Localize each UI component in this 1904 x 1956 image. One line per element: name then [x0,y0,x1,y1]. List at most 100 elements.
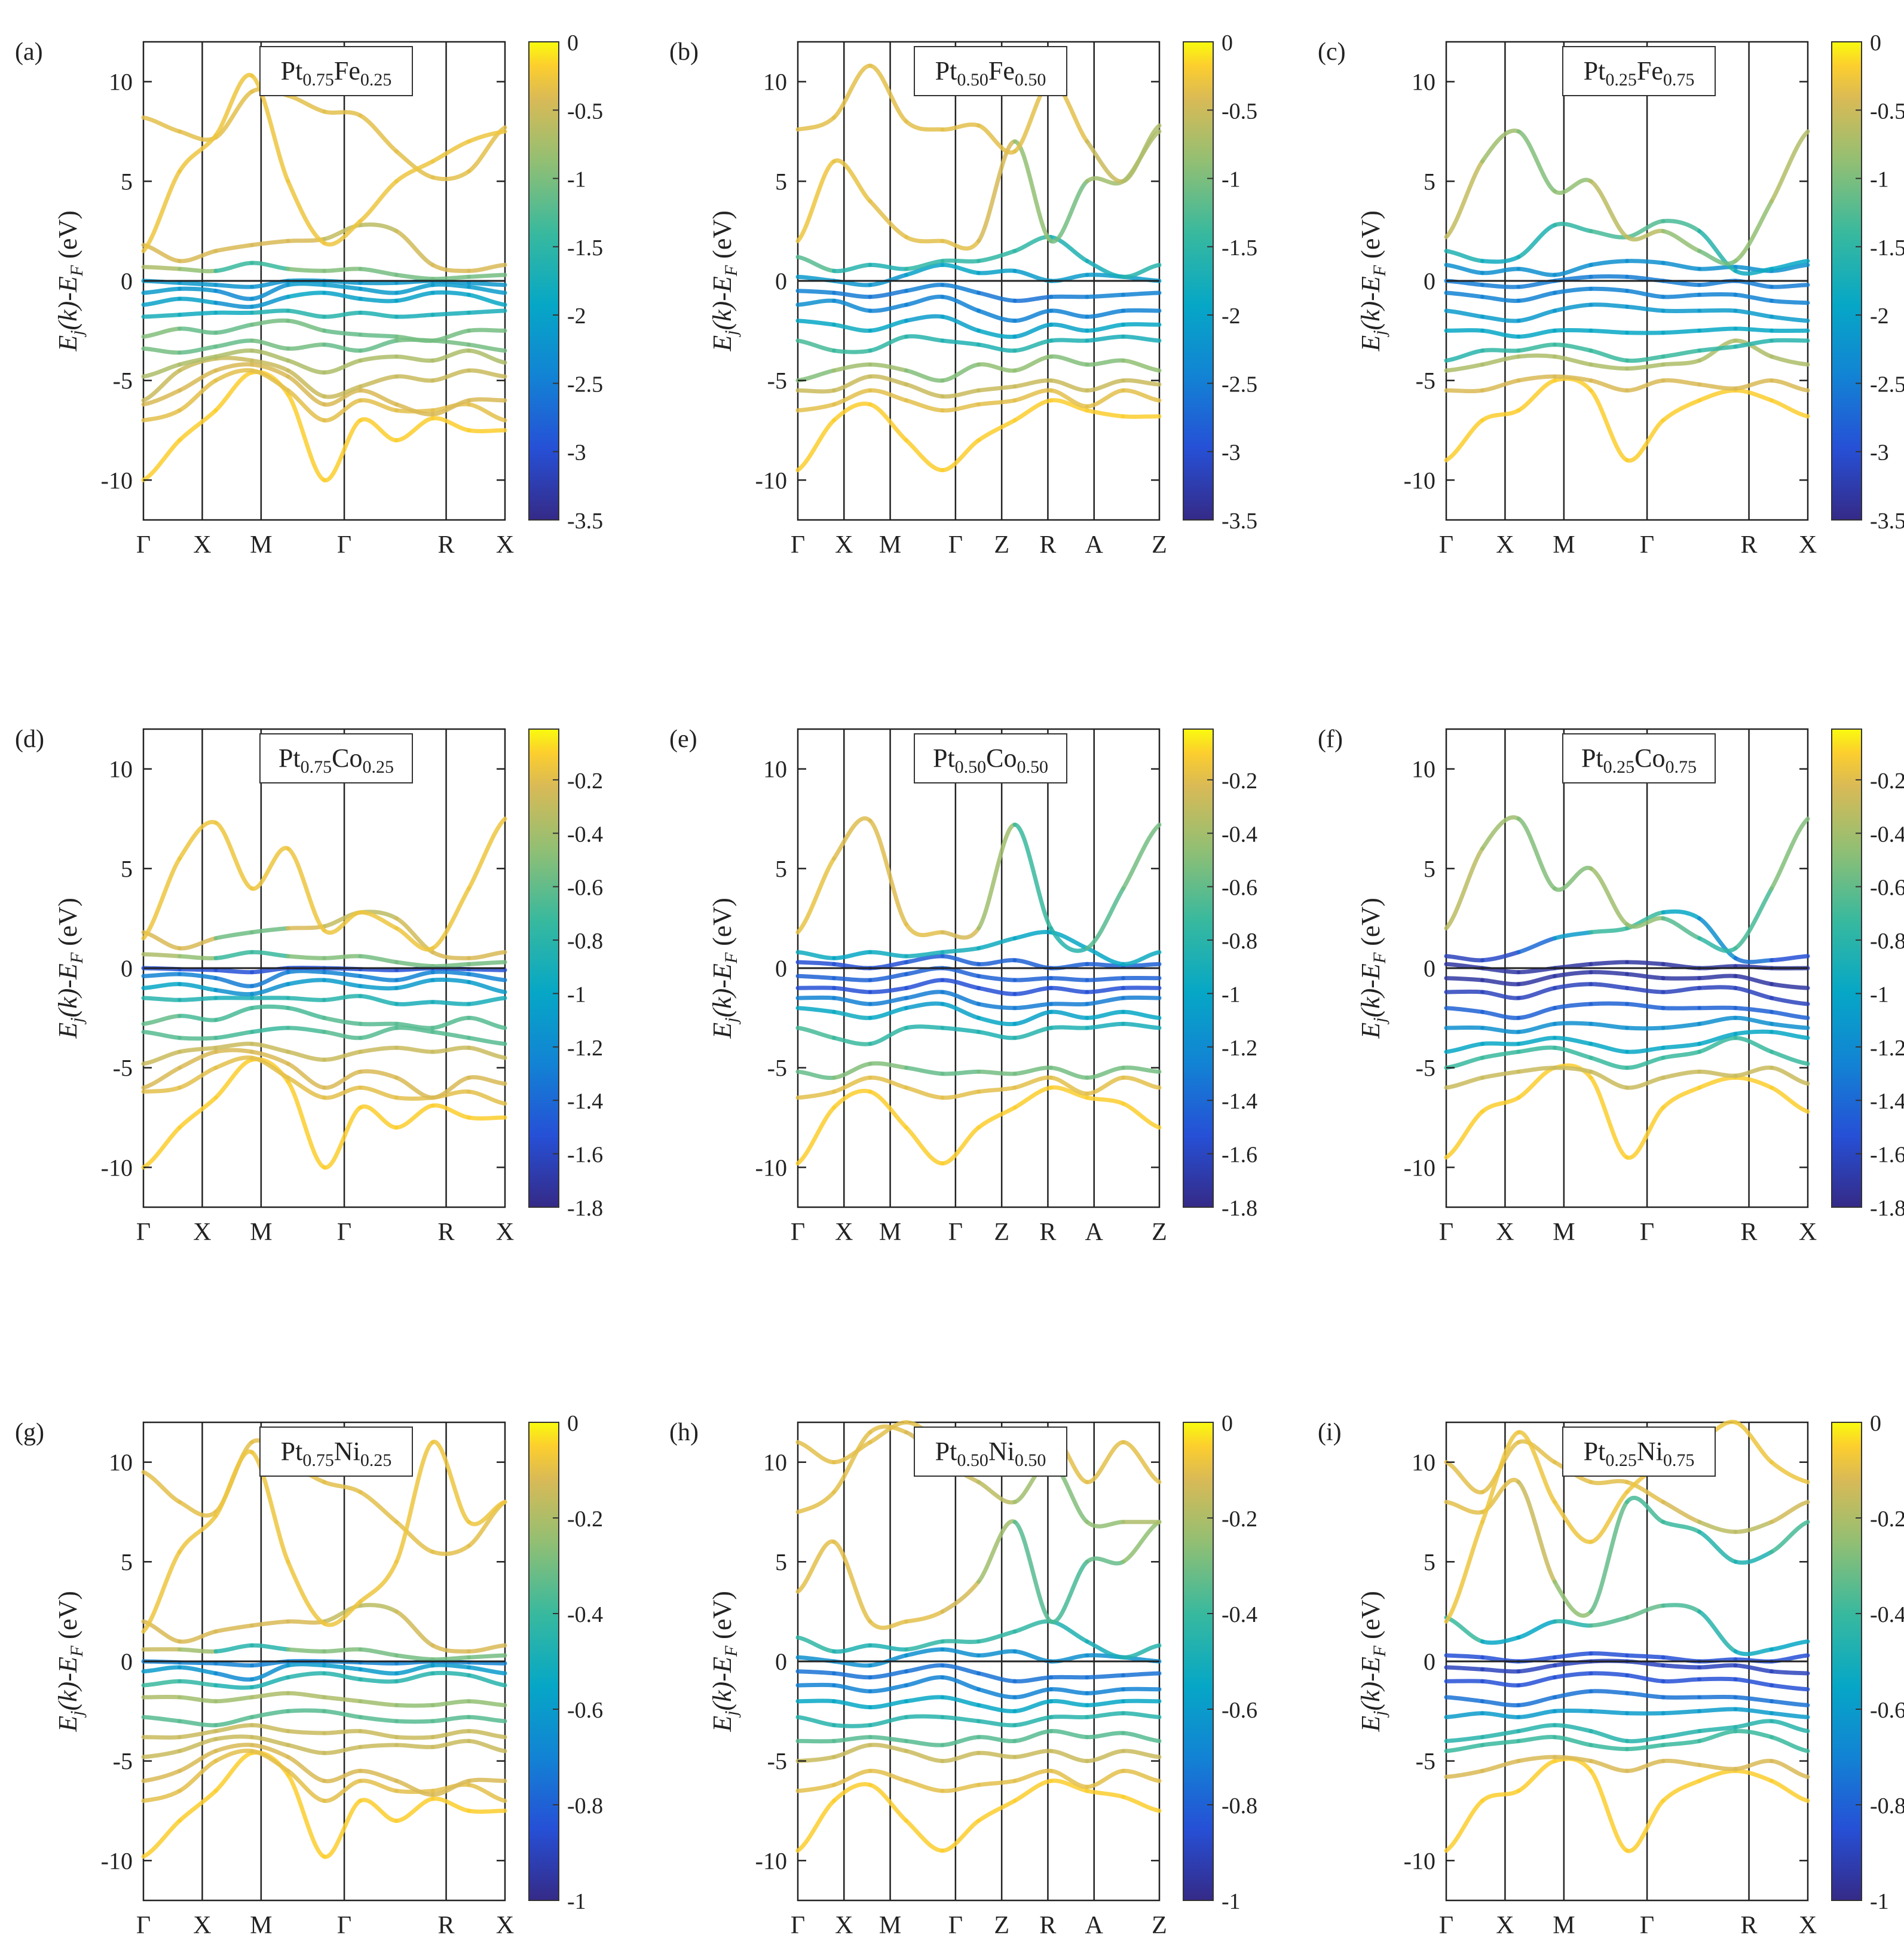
band-segment [977,1671,1017,1683]
band-segment [868,1743,908,1753]
band-segment [286,388,326,423]
y-tick-label: -10 [101,1154,133,1181]
band-segment [1661,909,1701,921]
colorbar-tick-label: -0.8 [567,1793,603,1819]
band-segment [1480,990,1521,1000]
y-tick-label: 10 [763,756,787,783]
band-segment [467,1738,507,1753]
panel-label: (g) [15,1419,44,1446]
band-segment [1012,1768,1053,1783]
band-segment [213,322,254,335]
band-segment [795,960,836,966]
band-segment [1553,1671,1593,1680]
band-segment [394,1743,435,1749]
y-tick-label: -10 [1404,1847,1435,1874]
kpoint-label: A [1085,1219,1104,1246]
band-6 [141,337,507,355]
kpoint-label: M [250,1912,272,1939]
colorbar-tick-label: -0.5 [1870,99,1904,124]
band-segment [358,954,399,965]
band-segment [177,1737,218,1753]
band-segment [322,328,363,337]
band-segment [1770,1699,1810,1707]
band-segment [358,354,399,363]
band-segment [322,1030,363,1040]
y-tick-label: 5 [121,1548,133,1575]
band-segment [1661,378,1701,387]
band-segment [1553,286,1593,295]
band-3 [141,362,507,417]
band-segment [394,1671,435,1683]
band-segment [177,286,218,293]
colorbar [528,41,559,521]
band-segment [1085,1021,1125,1030]
band-segment [904,438,945,473]
band-segment [1733,985,1774,1000]
title-box [1562,1427,1716,1477]
colorbar-tick-label: -0.4 [1222,822,1257,847]
band-2 [795,388,1162,413]
kpoint-label: X [835,1219,853,1246]
band-segment [868,1619,908,1630]
band-segment [1049,1687,1089,1695]
band-segment [1661,1738,1701,1747]
band-segment [1625,418,1666,463]
band-segment [1697,1069,1738,1078]
band-segment [358,967,399,972]
band-segment [1733,1707,1774,1716]
band-segment [467,1729,507,1740]
band-segment [394,1779,435,1797]
band-segment [1697,916,1738,960]
band-segment [1770,1009,1810,1020]
band-5 [1444,1015,1810,1034]
band-segment [1012,1026,1053,1040]
band-segment [1553,1651,1593,1660]
band-segment [1770,1735,1810,1753]
kpoint-label: Z [1152,531,1167,559]
band-segment [1085,1440,1125,1484]
band-segment [1516,1006,1557,1020]
band-segment [467,967,507,972]
band-segment [1012,388,1053,403]
band-segment [904,334,945,343]
kpoint-label: A [1085,531,1104,559]
band-segment [1697,1529,1738,1564]
kpoint-label: Γ [337,531,351,559]
colorbar-tick-label: -1 [1222,982,1241,1007]
band-segment [322,1069,363,1090]
band-segment [1697,1031,1738,1046]
band-segment [430,1015,471,1030]
band-segment [394,1075,435,1100]
band-segment [1770,354,1810,367]
band-segment [1733,1015,1774,1026]
colorbar-tick-label: -1.2 [1870,1036,1904,1061]
band-segment [213,370,254,413]
band-segment [1588,362,1629,371]
colorbar-tick-label: -1.2 [567,1036,603,1061]
band-segment [1049,1066,1089,1080]
band-segment [1733,1729,1774,1740]
band-segment [1049,1749,1089,1764]
colorbar-tick-label: -0.6 [1870,1698,1904,1723]
band-segment [1553,342,1593,353]
band-segment [177,408,218,443]
colorbar-tick-label: -1.4 [1870,1089,1904,1114]
band-segment [940,1819,981,1853]
band-15 [141,73,507,253]
band-segment [286,1026,326,1034]
band-9 [141,969,507,988]
band-segment [322,1744,363,1755]
band-segment [1012,1619,1053,1634]
band-segment [467,397,507,403]
kpoint-label: X [835,1912,853,1939]
band-segment [1480,1635,1521,1645]
y-axis-label: Ej(k)-EF (eV) [1356,210,1389,352]
band-segment [1697,292,1738,297]
y-tick-label: 10 [1412,1449,1435,1476]
band-segment [322,1798,363,1859]
band-9 [1444,259,1810,277]
band-segment [1516,129,1557,194]
band-segment [940,1735,981,1747]
band-segment [1588,1759,1629,1773]
band-2 [141,368,507,423]
